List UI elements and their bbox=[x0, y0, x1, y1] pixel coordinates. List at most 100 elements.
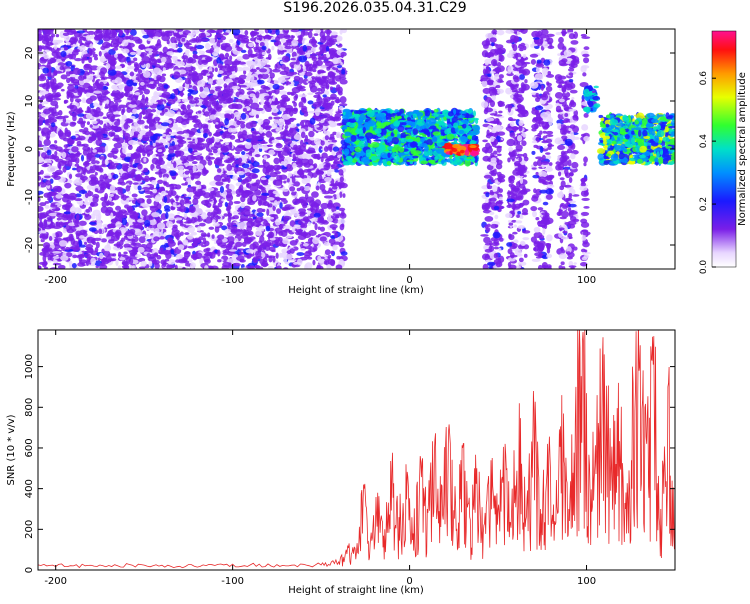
spectrogram-cell bbox=[164, 145, 168, 149]
spectrogram-cell bbox=[187, 259, 193, 262]
spectrogram-cell bbox=[257, 56, 264, 60]
spectrogram-cell bbox=[258, 34, 263, 42]
spectrogram-cell bbox=[57, 162, 61, 169]
spectrogram-cell bbox=[312, 44, 318, 48]
spectrogram-cell bbox=[322, 122, 330, 126]
spectrogram-cell bbox=[177, 244, 185, 250]
spectrogram-cell bbox=[122, 146, 127, 154]
spectrogram-cell bbox=[51, 87, 57, 93]
spectrogram-cell bbox=[56, 217, 62, 221]
spectrogram-cell bbox=[50, 204, 58, 208]
spectrogram-cell bbox=[255, 42, 259, 50]
spectrogram-cell bbox=[52, 251, 62, 254]
spectrogram-cell bbox=[82, 161, 90, 167]
spectrogram-cell bbox=[74, 219, 79, 227]
spectrogram-cell bbox=[236, 171, 245, 176]
spectrogram-cell bbox=[116, 157, 123, 161]
spectrogram-cell bbox=[152, 101, 159, 105]
spectrogram-cell bbox=[54, 44, 58, 50]
spectrogram-cell bbox=[180, 104, 187, 110]
spectrogram-cell bbox=[120, 214, 128, 219]
spectrogram-cell bbox=[216, 81, 222, 86]
spectrogram-cell bbox=[178, 85, 183, 91]
spectrogram-cell bbox=[220, 147, 229, 152]
spectrogram-cell bbox=[308, 229, 317, 237]
spectrogram-cell bbox=[192, 165, 197, 172]
spectrogram-cell bbox=[130, 242, 137, 246]
spectrogram-cell bbox=[162, 67, 166, 72]
spectrogram-cell bbox=[225, 142, 229, 146]
spectrogram-cell bbox=[189, 263, 194, 269]
spectrogram-cell bbox=[89, 136, 96, 142]
spectrogram-cell bbox=[334, 99, 342, 104]
spectrogram-cell bbox=[65, 68, 72, 72]
spectrogram-cell bbox=[173, 161, 177, 169]
spectrogram-cell bbox=[221, 45, 227, 51]
spectrogram-cell bbox=[203, 71, 207, 76]
spectrogram-cell bbox=[236, 204, 241, 208]
spectrogram-cell bbox=[282, 215, 292, 221]
spectrogram-cell bbox=[322, 113, 331, 119]
spectrogram-cell bbox=[304, 71, 313, 77]
spectrogram-cell bbox=[165, 211, 169, 220]
spectrogram-cell bbox=[184, 197, 190, 203]
spectrogram-cell bbox=[307, 147, 316, 154]
spectrogram-cell bbox=[41, 163, 49, 168]
spectrogram-cell bbox=[38, 37, 43, 42]
spectrogram-cell bbox=[137, 218, 145, 223]
spectrogram-cell bbox=[141, 209, 148, 216]
spectrogram-cell bbox=[254, 265, 261, 269]
spectrogram-cell bbox=[67, 42, 71, 46]
spectrogram-cell bbox=[48, 235, 53, 242]
spectrogram-cell bbox=[239, 184, 244, 192]
spectrogram-cell bbox=[126, 198, 135, 201]
spectrogram-cell bbox=[298, 196, 307, 204]
spectrogram-cell bbox=[171, 42, 177, 50]
spectrogram-cell bbox=[166, 51, 175, 56]
spectrogram-cell bbox=[290, 71, 298, 75]
spectrogram-cell bbox=[152, 136, 156, 144]
spectrogram-cell bbox=[170, 249, 175, 255]
spectrogram-cell bbox=[265, 125, 272, 129]
spectrogram-cell bbox=[112, 174, 119, 179]
spectrogram-cell bbox=[319, 81, 328, 86]
spectrogram-cell bbox=[120, 237, 126, 242]
spectrogram-cell bbox=[86, 237, 91, 242]
spectrogram-cell bbox=[98, 156, 106, 160]
spectrogram-cell bbox=[49, 57, 57, 64]
spectrogram-cell bbox=[271, 45, 275, 51]
spectrogram-cell bbox=[151, 108, 157, 113]
spectrogram-cell bbox=[295, 64, 302, 71]
spectrogram-cell bbox=[216, 33, 224, 39]
spectrogram-cell bbox=[145, 144, 154, 152]
spectrogram-cell bbox=[145, 97, 149, 101]
spectrogram-cell bbox=[250, 37, 256, 42]
spectrogram-cell bbox=[205, 42, 211, 50]
spectrogram-cell bbox=[38, 157, 45, 163]
spectrogram-cell bbox=[271, 107, 279, 113]
spectrogram-cell bbox=[78, 107, 83, 113]
spectrogram-cell bbox=[84, 198, 88, 205]
spectrogram-cell bbox=[331, 49, 336, 57]
spectrogram-cell bbox=[291, 226, 296, 233]
spectrogram-cell bbox=[237, 61, 247, 65]
spectrogram-cell bbox=[42, 115, 47, 118]
spectrogram-cell bbox=[72, 167, 77, 171]
spectrogram-cell bbox=[121, 260, 128, 266]
spectrogram-cell bbox=[73, 37, 77, 45]
spectrogram-cell bbox=[292, 153, 296, 161]
spectrogram-cell bbox=[99, 120, 104, 125]
spectrogram-cell bbox=[156, 86, 161, 91]
spectrogram-cell bbox=[311, 191, 319, 198]
spectrogram-cell bbox=[145, 131, 154, 137]
spectrogram-cell bbox=[263, 95, 273, 99]
spectrogram-cell bbox=[302, 203, 308, 209]
spectrogram-cell bbox=[55, 33, 60, 38]
spectrogram-cell bbox=[175, 150, 185, 157]
spectrogram-cell bbox=[250, 265, 255, 269]
spectrogram-cell bbox=[129, 51, 137, 56]
spectrogram-cell bbox=[62, 228, 67, 234]
spectrogram-cell bbox=[201, 212, 208, 220]
